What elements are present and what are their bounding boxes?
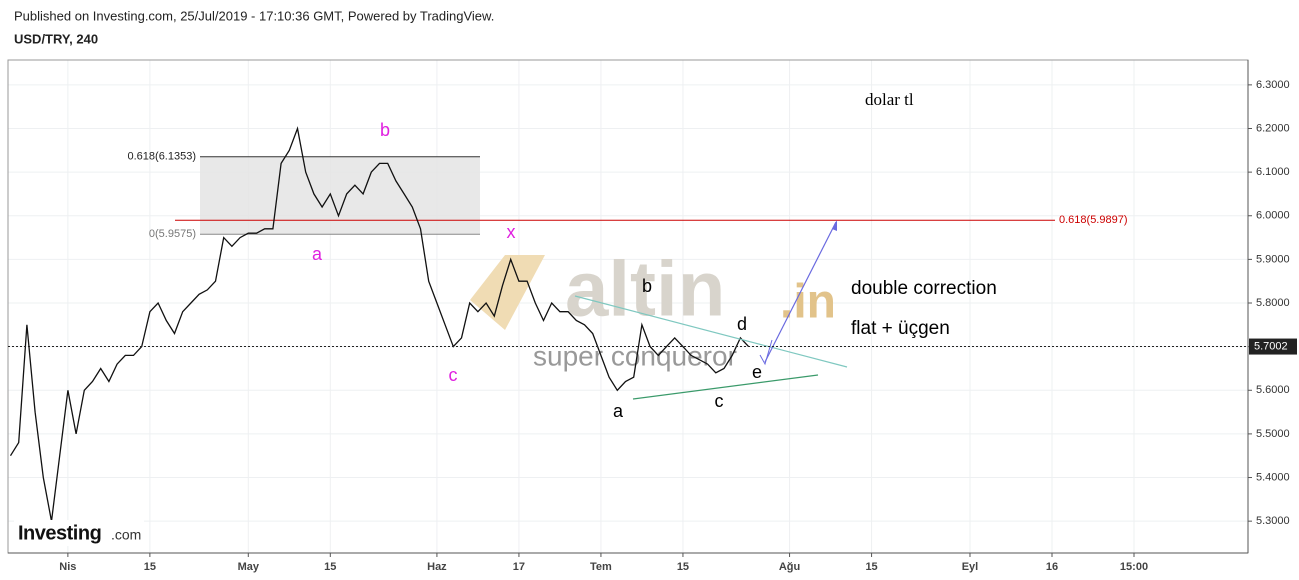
y-tick-label: 5.6000 xyxy=(1256,384,1290,396)
y-tick-label: 5.8000 xyxy=(1256,297,1290,309)
wave-label: b xyxy=(642,276,652,296)
wave-label: d xyxy=(737,314,747,334)
x-tick-label: Eyl xyxy=(962,561,979,573)
annotation: double correction xyxy=(851,278,997,299)
annotation: dolar tl xyxy=(865,90,914,109)
x-tick-label: Haz xyxy=(427,561,447,573)
published-note: Published on Investing.com, 25/Jul/2019 … xyxy=(14,8,494,23)
wave-label: c xyxy=(449,365,458,385)
x-tick-label: 15:00 xyxy=(1120,561,1148,573)
x-tick-label: 16 xyxy=(1046,561,1058,573)
fib-label: 0.618(6.1353) xyxy=(128,151,197,163)
x-tick-label: 17 xyxy=(513,561,525,573)
wave-label: a xyxy=(312,244,323,264)
last-price-label: 5.7002 xyxy=(1254,340,1288,352)
y-tick-label: 6.3000 xyxy=(1256,79,1290,91)
projection-arrow xyxy=(764,221,837,363)
triangle-upper-line xyxy=(574,295,848,368)
x-tick-label: May xyxy=(238,561,260,573)
y-tick-label: 5.9000 xyxy=(1256,253,1290,265)
wave-label: x xyxy=(507,222,516,242)
y-tick-label: 5.5000 xyxy=(1256,428,1290,440)
arrow-head xyxy=(832,220,837,231)
wave-label: e xyxy=(752,362,762,382)
logo-com: .com xyxy=(111,527,141,543)
x-tick-label: Ağu xyxy=(779,561,800,573)
wave-label: b xyxy=(380,120,390,140)
annotation: flat + üçgen xyxy=(851,318,950,339)
x-tick-label: Tem xyxy=(590,561,612,573)
wave-label: a xyxy=(613,401,624,421)
y-tick-label: 5.4000 xyxy=(1256,471,1290,483)
y-tick-label: 6.0000 xyxy=(1256,210,1290,222)
fib-line-label: 0.618(5.9897) xyxy=(1059,214,1128,226)
y-tick-label: 6.2000 xyxy=(1256,122,1290,134)
price-line xyxy=(9,126,750,522)
x-tick-label: 15 xyxy=(144,561,156,573)
watermark-altin: altin xyxy=(565,245,725,333)
y-tick-label: 5.3000 xyxy=(1256,515,1290,527)
wave-label: c xyxy=(715,391,724,411)
x-tick-label: Nis xyxy=(59,561,76,573)
triangle-lower-line xyxy=(632,374,819,400)
logo-investing: Investing xyxy=(18,522,101,544)
fib-label: 0(5.9575) xyxy=(149,228,196,240)
x-tick-label: 15 xyxy=(865,561,877,573)
x-tick-label: 15 xyxy=(324,561,336,573)
y-tick-label: 6.1000 xyxy=(1256,166,1290,178)
last-price-box xyxy=(1249,338,1297,355)
watermark-logo xyxy=(470,255,545,330)
x-tick-label: 15 xyxy=(677,561,689,573)
symbol-title: USD/TRY, 240 xyxy=(14,31,98,46)
small-arrow xyxy=(759,339,773,366)
fib-box xyxy=(200,156,480,235)
logo-bg xyxy=(14,520,144,546)
watermark-in: .in xyxy=(780,276,836,329)
